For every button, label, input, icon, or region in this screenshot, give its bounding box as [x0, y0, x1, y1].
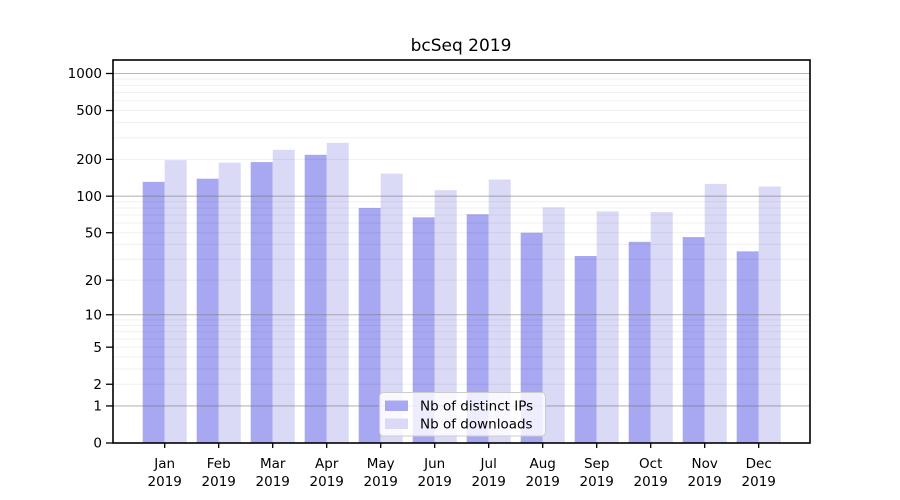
- bar-downloads-jan: [164, 160, 187, 443]
- bar-downloads-sep: [596, 211, 619, 443]
- bar-downloads-jul: [488, 179, 511, 443]
- bar-distinct-ips-nov: [682, 237, 705, 443]
- bar-downloads-aug: [542, 207, 565, 443]
- y-tick-label-0: 0: [93, 436, 102, 452]
- y-tick-label-2: 2: [93, 377, 102, 393]
- x-tick-label-year-aug: 2019: [526, 474, 560, 490]
- x-tick-label-year-dec: 2019: [742, 474, 776, 490]
- bar-distinct-ips-sep: [574, 255, 597, 443]
- y-tick-label-50: 50: [85, 225, 102, 241]
- x-tick-label-month-sep: Sep: [584, 456, 609, 472]
- y-tick-label-10: 10: [85, 307, 102, 323]
- x-tick-label-month-jun: Jun: [423, 456, 445, 472]
- x-tick-label-year-nov: 2019: [688, 474, 722, 490]
- x-tick-label-year-jun: 2019: [418, 474, 452, 490]
- plot-border: [112, 59, 811, 444]
- x-tick-label-year-jul: 2019: [472, 474, 506, 490]
- bar-downloads-feb: [218, 162, 241, 443]
- legend-label-distinct-ips: Nb of distinct IPs: [420, 399, 533, 415]
- x-tick-label-year-sep: 2019: [580, 474, 614, 490]
- y-tick-label-200: 200: [76, 152, 102, 168]
- x-tick-label-month-may: May: [367, 456, 395, 472]
- legend-swatch-distinct-ips: [385, 400, 408, 411]
- minor-gridlines: [113, 78, 810, 385]
- x-tick-label-month-aug: Aug: [530, 456, 556, 472]
- x-tick-label-month-oct: Oct: [639, 456, 662, 472]
- bar-distinct-ips-aug: [520, 232, 543, 443]
- chart-title: bcSeq 2019: [411, 36, 512, 56]
- bars-layer: [142, 142, 781, 444]
- bar-distinct-ips-dec: [736, 251, 759, 443]
- bar-downloads-nov: [704, 183, 727, 443]
- x-tick-label-month-feb: Feb: [207, 456, 231, 472]
- bar-distinct-ips-may: [358, 207, 381, 443]
- bar-distinct-ips-feb: [196, 178, 219, 444]
- bar-downloads-may: [380, 173, 403, 443]
- y-tick-label-1000: 1000: [68, 66, 102, 82]
- bar-downloads-oct: [650, 212, 673, 443]
- bar-downloads-mar: [272, 149, 295, 443]
- legend: Nb of distinct IPs Nb of downloads: [379, 392, 546, 437]
- x-tick-label-month-nov: Nov: [692, 456, 718, 472]
- x-tick-label-month-mar: Mar: [260, 456, 286, 472]
- x-tick-label-year-mar: 2019: [256, 474, 290, 490]
- bar-distinct-ips-jun: [412, 217, 435, 443]
- x-tick-label-year-oct: 2019: [634, 474, 668, 490]
- bar-distinct-ips-mar: [250, 162, 273, 443]
- y-tick-label-500: 500: [76, 103, 102, 119]
- x-tick-label-month-apr: Apr: [315, 456, 339, 472]
- y-tick-label-100: 100: [76, 189, 102, 205]
- x-axis: Jan 2019 Feb 2019 Mar 2019 Apr 2019 May 2019 Jun 20…: [148, 443, 776, 490]
- x-tick-label-year-may: 2019: [364, 474, 398, 490]
- bar-distinct-ips-oct: [628, 241, 651, 443]
- x-tick-label-year-feb: 2019: [202, 474, 236, 490]
- bar-distinct-ips-jan: [142, 181, 165, 443]
- x-tick-label-month-jul: Jul: [480, 456, 497, 472]
- bar-distinct-ips-jul: [466, 214, 489, 443]
- x-tick-label-year-apr: 2019: [310, 474, 344, 490]
- x-tick-label-month-dec: Dec: [746, 456, 772, 472]
- y-tick-label-5: 5: [93, 340, 102, 356]
- bar-distinct-ips-apr: [304, 154, 327, 443]
- x-tick-label-month-jan: Jan: [153, 456, 175, 472]
- y-tick-label-20: 20: [85, 273, 102, 289]
- legend-box: [379, 392, 546, 437]
- bar-downloads-jun: [434, 190, 457, 443]
- bar-downloads-apr: [326, 142, 349, 443]
- x-tick-label-year-jan: 2019: [148, 474, 182, 490]
- legend-swatch-downloads: [385, 418, 408, 429]
- major-gridlines: [113, 72, 810, 407]
- y-tick-label-1: 1: [93, 399, 102, 415]
- y-axis: 0 1 2 5 10 20 50 100 200 500 1000: [68, 66, 113, 452]
- legend-label-downloads: Nb of downloads: [420, 417, 533, 433]
